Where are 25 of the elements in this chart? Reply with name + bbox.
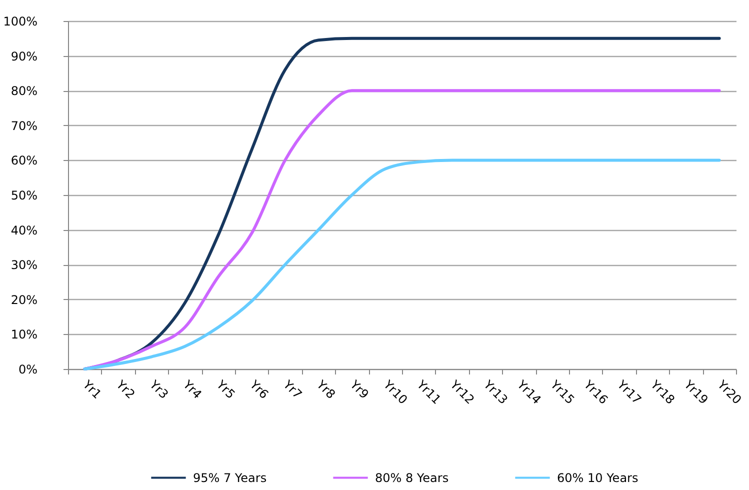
x-tick-label: Yr7 xyxy=(280,376,305,402)
legend-label: 80% 8 Years xyxy=(375,470,449,485)
x-tick-label: Yr5 xyxy=(213,376,238,402)
x-tick-label: Yr9 xyxy=(346,376,372,402)
y-tick-label: 0% xyxy=(18,362,38,376)
y-tick-label: 30% xyxy=(10,258,38,272)
y-tick-label: 80% xyxy=(10,84,38,98)
x-tick-label: Yr6 xyxy=(246,376,272,402)
x-tick-label: Yr8 xyxy=(313,376,338,402)
x-tick-label: Yr4 xyxy=(180,376,204,402)
y-tick-label: 90% xyxy=(10,49,38,64)
line-series xyxy=(83,158,721,370)
legend-label: 95% 7 Years xyxy=(193,470,267,485)
x-tick-label: Yr1 xyxy=(80,376,104,402)
y-tick-label: 60% xyxy=(10,154,38,168)
line-series xyxy=(83,89,721,370)
y-tick-label: 100% xyxy=(3,14,38,28)
x-tick-label: Yr3 xyxy=(146,376,172,402)
y-tick-label: 20% xyxy=(10,292,38,307)
x-tick-label: Yr2 xyxy=(112,376,138,402)
y-tick-label: 50% xyxy=(10,188,38,202)
y-tick-label: 70% xyxy=(10,118,38,133)
y-tick-label: 10% xyxy=(10,328,38,342)
legend-label: 60% 10 Years xyxy=(557,470,638,485)
y-tick-label: 40% xyxy=(10,223,38,238)
